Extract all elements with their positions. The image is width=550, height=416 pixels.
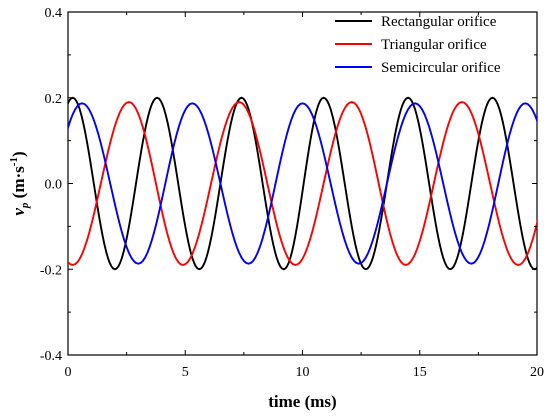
y-tick-label: 0.4 — [45, 6, 63, 21]
legend-label: Semicircular orifice — [381, 60, 501, 76]
legend: Rectangular orifice Triangular orifice Sem… — [335, 14, 501, 76]
y-axis-symbol: v — [9, 208, 28, 216]
y-axis-unit-close: ) — [9, 151, 28, 157]
legend-label: Rectangular orifice — [381, 14, 497, 30]
series-line-1 — [68, 96, 537, 271]
y-axis-title: vp (m·s-1) — [8, 151, 31, 215]
ticks-layer — [67, 11, 538, 356]
series-line-3 — [68, 102, 537, 265]
x-axis-title: time (ms) — [268, 392, 336, 411]
plot-area — [67, 11, 538, 356]
y-tick-label: 0.0 — [45, 178, 63, 193]
x-tick-label: 15 — [413, 365, 427, 380]
x-tick-label: 0 — [65, 365, 72, 380]
y-tick-label: -0.4 — [40, 349, 62, 364]
y-axis-subscript: p — [19, 202, 31, 209]
x-tick-label: 5 — [182, 365, 189, 380]
y-tick-label: -0.2 — [40, 263, 62, 278]
labels-layer: 0 5 10 15 20 -0.4 -0.2 0.0 0.2 0.4 — [40, 6, 544, 380]
y-tick-label: 0.2 — [45, 92, 63, 107]
x-tick-label: 10 — [296, 365, 310, 380]
y-axis-unit-exponent: -1 — [8, 157, 20, 166]
series-line-2 — [68, 101, 537, 266]
y-axis-unit: (m·s — [9, 166, 28, 203]
x-tick-label: 20 — [530, 365, 544, 380]
legend-label: Triangular orifice — [381, 37, 487, 53]
series-layer — [68, 96, 537, 271]
